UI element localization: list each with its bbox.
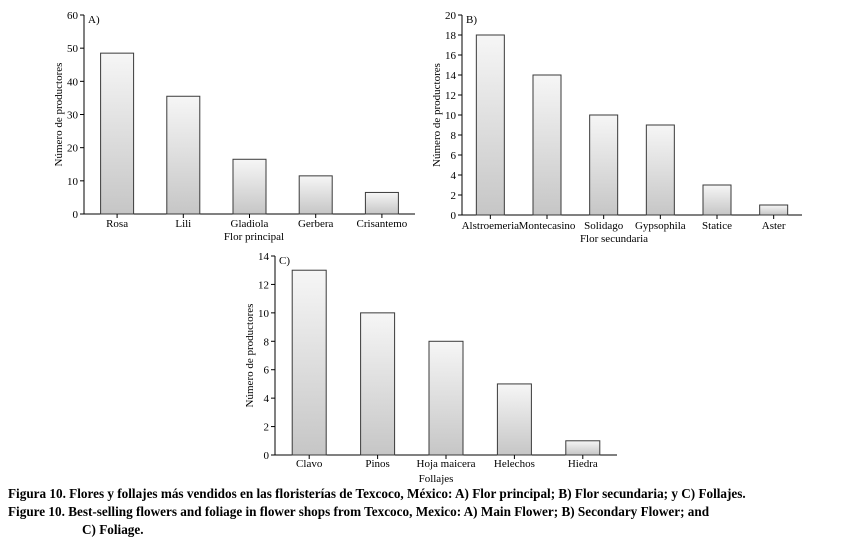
x-axis-title: Flor secundaria bbox=[580, 233, 648, 245]
category-label: Lili bbox=[175, 218, 191, 230]
y-tick-label: 0 bbox=[73, 209, 79, 221]
category-label: Gerbera bbox=[298, 218, 334, 230]
bar-gerbera bbox=[298, 175, 333, 215]
chart-panel-c: 0 2 4 6 8 10 12 14 Clavo Pinos Hoja maicera Helecho… bbox=[244, 251, 617, 485]
bar-montecasino bbox=[532, 74, 562, 216]
y-tick-label: 60 bbox=[67, 10, 79, 22]
y-tick-label: 10 bbox=[67, 176, 79, 188]
y-tick-label: 4 bbox=[451, 170, 457, 182]
y-tick-label: 14 bbox=[258, 251, 270, 263]
category-label: Hiedra bbox=[568, 458, 598, 470]
category-label: Pinos bbox=[365, 458, 389, 470]
category-label: Montecasino bbox=[519, 220, 576, 232]
category-label: Statice bbox=[702, 220, 732, 232]
y-tick-label: 2 bbox=[451, 190, 457, 202]
category-label: Alstroemeria bbox=[462, 220, 520, 232]
y-axis-title: Número de productores bbox=[53, 63, 65, 167]
chart-panel-a: 0 10 20 30 40 50 60 Rosa Lili Gladiola Gerbera Cris… bbox=[53, 10, 415, 243]
x-axis-title: Follajes bbox=[419, 473, 454, 485]
y-tick-label: 14 bbox=[445, 70, 457, 82]
y-tick-label: 12 bbox=[445, 90, 456, 102]
bar-solidago bbox=[589, 114, 619, 216]
caption-english-continued: C) Foliage. bbox=[82, 522, 144, 537]
y-tick-label: 6 bbox=[264, 365, 270, 377]
bar-clavo bbox=[291, 269, 327, 456]
bar-gladiola bbox=[232, 158, 267, 215]
bar-lili bbox=[166, 95, 201, 215]
caption-spanish: Figura 10. Flores y follajes más vendido… bbox=[8, 486, 746, 501]
bar-hiedra bbox=[565, 440, 601, 456]
y-tick-label: 6 bbox=[451, 150, 457, 162]
category-label: Hoja maicera bbox=[417, 458, 476, 470]
y-tick-label: 20 bbox=[445, 10, 457, 22]
category-label: Aster bbox=[762, 220, 786, 232]
bar-hoja-maicera bbox=[428, 340, 464, 456]
bar-crisantemo bbox=[364, 191, 399, 215]
category-label: Clavo bbox=[296, 458, 323, 470]
y-tick-label: 50 bbox=[67, 43, 79, 55]
y-axis-title: Número de productores bbox=[244, 304, 256, 408]
category-label: Gladiola bbox=[231, 218, 269, 230]
y-tick-label: 8 bbox=[451, 130, 457, 142]
bar-rosa bbox=[100, 52, 135, 215]
y-tick-label: 4 bbox=[264, 393, 270, 405]
bar-alstroemeria bbox=[475, 34, 505, 216]
y-tick-label: 2 bbox=[264, 422, 270, 434]
y-tick-label: 40 bbox=[67, 76, 79, 88]
caption-english: Figure 10. Best-selling flowers and foli… bbox=[8, 504, 710, 519]
bar-helechos bbox=[496, 383, 532, 456]
bar-pinos bbox=[360, 312, 396, 456]
y-tick-label: 0 bbox=[451, 210, 457, 222]
figure-caption: Figura 10. Flores y follajes más vendido… bbox=[8, 485, 858, 539]
y-tick-label: 12 bbox=[258, 279, 269, 291]
category-label: Gypsophila bbox=[635, 220, 686, 232]
y-tick-label: 8 bbox=[264, 336, 270, 348]
panel-label: C) bbox=[279, 255, 290, 267]
category-label: Helechos bbox=[494, 458, 535, 470]
y-tick-label: 30 bbox=[67, 110, 79, 122]
category-label: Rosa bbox=[106, 218, 128, 230]
panel-label: A) bbox=[88, 14, 100, 26]
y-axis-title: Número de productores bbox=[431, 63, 443, 167]
bar-statice bbox=[702, 184, 732, 216]
y-tick-label: 16 bbox=[445, 50, 457, 62]
y-tick-label: 18 bbox=[445, 30, 457, 42]
x-axis-title: Flor principal bbox=[224, 231, 284, 243]
bar-aster bbox=[759, 204, 789, 216]
y-tick-label: 10 bbox=[258, 308, 270, 320]
y-tick-label: 0 bbox=[264, 450, 270, 462]
category-label: Solidago bbox=[584, 220, 624, 232]
panel-label: B) bbox=[466, 14, 477, 26]
category-label: Crisantemo bbox=[357, 218, 408, 230]
y-tick-label: 10 bbox=[445, 110, 457, 122]
y-tick-label: 20 bbox=[67, 143, 79, 155]
bar-gypsophila bbox=[645, 124, 675, 216]
chart-panel-b: 0 2 4 6 8 10 12 14 16 18 20 Alstroemeria Montecasino… bbox=[431, 10, 802, 245]
